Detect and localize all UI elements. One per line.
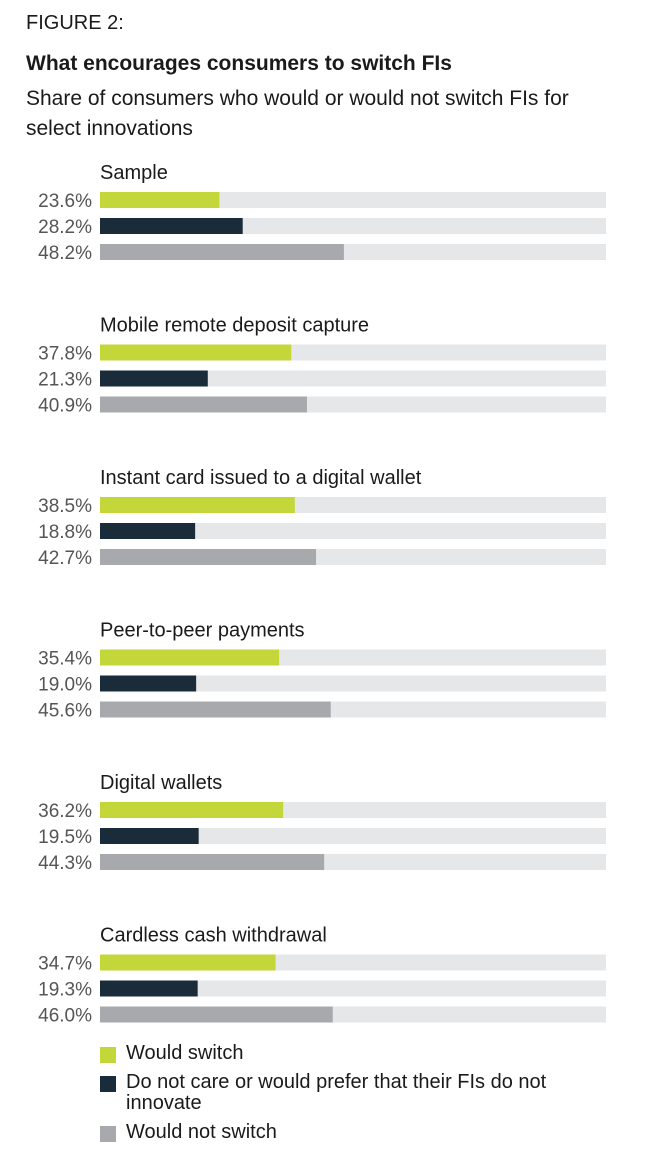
legend-label: Would not switch xyxy=(126,1121,277,1143)
bar-do-not-care xyxy=(100,218,243,234)
chart-title: What encourages consumers to switch FIs xyxy=(26,52,452,75)
bar-would-switch xyxy=(100,192,220,208)
value-label: 23.6% xyxy=(38,191,92,212)
value-label: 44.3% xyxy=(38,853,92,874)
bar-do-not-care xyxy=(100,980,198,997)
category-label: Instant card issued to a digital wallet xyxy=(100,467,422,489)
bar-would-switch xyxy=(100,344,292,361)
value-label: 35.4% xyxy=(38,649,92,670)
value-label: 19.5% xyxy=(38,827,92,848)
bar-would-switch xyxy=(100,497,295,513)
value-label: 48.2% xyxy=(38,243,92,264)
category-label: Cardless cash withdrawal xyxy=(100,925,327,947)
legend-label: Do not care or would prefer that their F… xyxy=(126,1071,547,1114)
category-label: Mobile remote deposit capture xyxy=(100,315,369,337)
value-label: 34.7% xyxy=(38,954,92,975)
value-label: 19.0% xyxy=(38,675,92,696)
bar-track xyxy=(100,370,606,387)
bar-do-not-care xyxy=(100,675,197,692)
bar-would-not-switch xyxy=(100,396,307,413)
bar-would-not-switch xyxy=(100,854,325,870)
bar-do-not-care xyxy=(100,523,196,539)
bar-chart: Sample 23.6% 28.2% 48.2% Mobile remote depos… xyxy=(38,162,606,1027)
value-label: 28.2% xyxy=(38,217,92,238)
bar-would-switch xyxy=(100,802,284,818)
legend-swatch-would-not-switch xyxy=(100,1126,116,1142)
category-label: Peer-to-peer payments xyxy=(100,620,305,642)
legend-label: Would switch xyxy=(126,1042,244,1064)
legend: Would switch Do not care or would prefer… xyxy=(100,1043,596,1151)
bar-would-not-switch xyxy=(100,549,317,565)
legend-item-do-not-care: Do not care or would prefer that their F… xyxy=(100,1072,596,1114)
value-label: 42.7% xyxy=(38,548,92,569)
value-label: 38.5% xyxy=(38,496,92,517)
bar-do-not-care xyxy=(100,828,199,844)
figure-label: FIGURE 2: xyxy=(26,12,124,34)
value-label: 46.0% xyxy=(38,1006,92,1027)
value-label: 19.3% xyxy=(38,980,92,1001)
category-label: Digital wallets xyxy=(100,772,222,794)
value-label: 21.3% xyxy=(38,370,92,391)
bar-would-not-switch xyxy=(100,244,344,260)
bar-would-switch xyxy=(100,649,280,666)
chart-subtitle: Share of consumers who would or would no… xyxy=(26,87,569,140)
bar-do-not-care xyxy=(100,370,208,387)
bar-track xyxy=(100,523,606,539)
legend-swatch-would-switch xyxy=(100,1047,116,1063)
legend-item-would-not-switch: Would not switch xyxy=(100,1122,596,1143)
value-label: 40.9% xyxy=(38,396,92,417)
bar-would-not-switch xyxy=(100,1006,333,1023)
bar-would-not-switch xyxy=(100,701,331,718)
value-label: 18.8% xyxy=(38,522,92,543)
bar-track xyxy=(100,675,606,692)
legend-item-would-switch: Would switch xyxy=(100,1043,596,1064)
value-label: 36.2% xyxy=(38,801,92,822)
value-label: 45.6% xyxy=(38,701,92,722)
legend-swatch-do-not-care xyxy=(100,1076,116,1092)
bar-track xyxy=(100,192,606,208)
bar-track xyxy=(100,980,606,997)
category-label: Sample xyxy=(100,162,168,184)
value-label: 37.8% xyxy=(38,344,92,365)
bar-track xyxy=(100,828,606,844)
bar-would-switch xyxy=(100,954,276,971)
